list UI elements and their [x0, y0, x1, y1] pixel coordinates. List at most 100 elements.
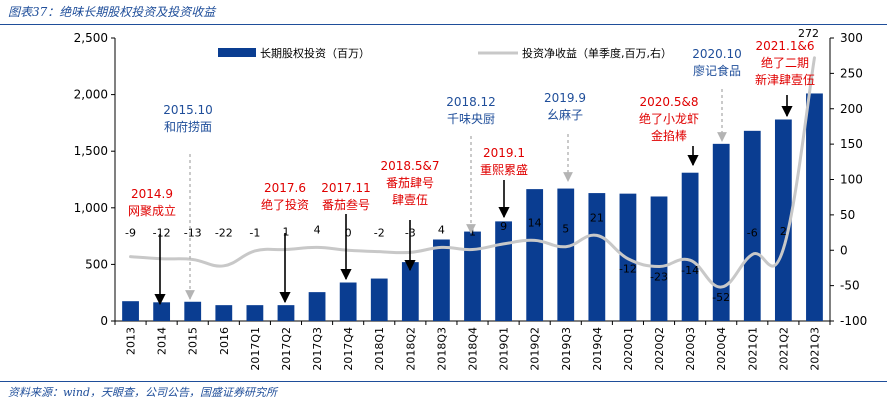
bar	[339, 282, 357, 321]
y-right-tick-label: -50	[840, 279, 860, 293]
x-tick-label: 2020Q4	[715, 327, 728, 371]
bar	[370, 278, 388, 321]
y-left-tick-label: 1,000	[74, 201, 108, 215]
line-value-label: -6	[747, 226, 758, 239]
legend-bar-swatch	[218, 48, 256, 57]
line-value-label: 1	[282, 226, 289, 239]
x-tick-label: 2018Q4	[467, 327, 480, 371]
line-value-label: 4	[438, 223, 445, 236]
figure-source: 资料来源：wind，天眼查，公司公告，国盛证券研究所	[8, 386, 278, 399]
bar	[184, 301, 202, 321]
y-left-tick-label: 2,000	[74, 88, 108, 102]
line-value-label: -1	[249, 226, 260, 239]
y-right-tick-label: 200	[840, 102, 863, 116]
x-tick-label: 2019Q2	[529, 327, 542, 371]
y-left-tick-label: 1,500	[74, 144, 108, 158]
x-tick-label: 2018Q3	[435, 327, 448, 371]
line-value-label: 0	[345, 226, 352, 239]
annotation-text: 番茄肆号	[386, 176, 434, 190]
x-tick-label: 2014	[156, 327, 169, 355]
bar	[743, 130, 761, 321]
bar	[495, 221, 512, 321]
bar	[308, 292, 326, 321]
annotation-text: 番茄叁号	[322, 197, 370, 212]
bar	[277, 305, 295, 321]
bar	[650, 196, 668, 321]
x-tick-label: 2021Q3	[808, 327, 821, 371]
x-tick-label: 2019Q3	[560, 327, 573, 371]
annotation-text: 2017.6	[264, 181, 306, 195]
bar	[401, 262, 419, 321]
annotation-text: 肆壹伍	[392, 193, 428, 207]
y-left-tick-label: 2,500	[74, 31, 108, 45]
bar	[681, 172, 699, 321]
line-value-label: -12	[619, 263, 637, 276]
line-value-label: 2	[780, 225, 787, 238]
x-tick-label: 2019Q1	[498, 327, 511, 371]
bar	[215, 305, 233, 321]
x-tick-label: 2013	[125, 327, 138, 355]
bar	[464, 231, 481, 321]
x-tick-label: 2015	[187, 327, 200, 355]
line-value-label: 5	[562, 223, 569, 236]
income-line	[129, 56, 816, 289]
annotation-text: 千味央厨	[447, 112, 495, 126]
y-right-tick-label: 50	[840, 208, 855, 222]
annotation-text: 重熙累盛	[480, 162, 528, 177]
annotation-text: 2020.10	[692, 47, 742, 61]
x-tick-label: 2020Q2	[653, 327, 666, 371]
x-tick-label: 2019Q4	[591, 327, 604, 371]
annotation-text: 网聚成立	[128, 203, 176, 218]
bar	[588, 193, 606, 321]
y-right-tick-label: 150	[840, 137, 863, 151]
title-rule	[0, 24, 887, 25]
annotation-text: 金掐棒	[651, 128, 687, 143]
y-right-tick-label: -100	[840, 314, 867, 328]
line-value-label: 21	[590, 211, 604, 224]
annotation-text: 绝了小龙虾	[639, 111, 699, 126]
annotation-text: 2020.5&8	[640, 95, 699, 109]
x-tick-label: 2017Q1	[249, 327, 262, 371]
line-value-label: 272	[798, 27, 819, 40]
annotation-text: 2015.10	[163, 103, 213, 117]
annotation-text: 和府捞面	[164, 119, 212, 134]
bar	[806, 93, 823, 321]
x-tick-label: 2017Q4	[342, 327, 355, 371]
annotation-text: 绝了二期	[761, 55, 809, 70]
annotation-text: 廖记食品	[693, 63, 741, 78]
x-tick-label: 2020Q3	[684, 327, 697, 371]
annotation-text: 2019.1	[483, 146, 525, 160]
x-tick-label: 2016	[218, 327, 231, 355]
line-value-label: -14	[681, 264, 699, 277]
annotation-text: 2017.11	[321, 181, 371, 195]
annotation-text: 新津肆壹伍	[755, 72, 815, 87]
y-right-tick-label: 250	[840, 66, 863, 80]
annotation-text: 2019.9	[544, 91, 586, 105]
x-tick-label: 2017Q2	[280, 327, 293, 371]
bar	[122, 301, 139, 321]
source-rule	[0, 381, 887, 382]
bar	[557, 188, 575, 321]
bar	[433, 239, 450, 321]
annotation-text: 2014.9	[131, 187, 173, 201]
x-tick-label: 2018Q1	[373, 327, 386, 371]
annotation-text: 2021.1&6	[756, 39, 815, 53]
figure-title: 图表37：绝味长期股权投资及投资收益	[8, 5, 216, 19]
bar	[153, 302, 171, 321]
line-value-label: 14	[528, 216, 542, 229]
y-right-tick-label: 0	[840, 243, 848, 257]
y-left-tick-label: 500	[85, 257, 108, 271]
x-tick-label: 2017Q3	[311, 327, 324, 371]
y-left-tick-label: 0	[100, 314, 108, 328]
line-value-label: 4	[314, 223, 321, 236]
line-value-label: 9	[500, 220, 507, 233]
bar	[246, 305, 264, 321]
bar	[526, 189, 544, 321]
y-right-tick-label: 300	[840, 31, 863, 45]
line-value-label: -22	[215, 226, 233, 239]
line-value-label: 1	[469, 226, 476, 239]
line-value-label: -12	[153, 226, 171, 239]
annotation-text: 2018.5&7	[381, 159, 440, 173]
x-tick-label: 2020Q1	[622, 327, 635, 371]
